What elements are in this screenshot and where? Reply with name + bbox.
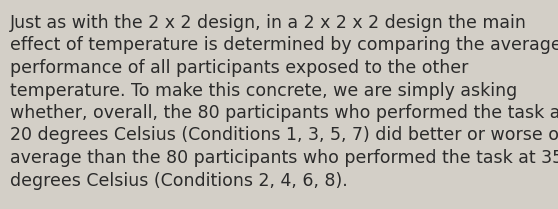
Text: 20 degrees Celsius (Conditions 1, 3, 5, 7) did better or worse on: 20 degrees Celsius (Conditions 1, 3, 5, … (10, 126, 558, 144)
Text: average than the 80 participants who performed the task at 35: average than the 80 participants who per… (10, 149, 558, 167)
Text: performance of all participants exposed to the other: performance of all participants exposed … (10, 59, 468, 77)
Text: effect of temperature is determined by comparing the average: effect of temperature is determined by c… (10, 37, 558, 55)
Text: Just as with the 2 x 2 design, in a 2 x 2 x 2 design the main: Just as with the 2 x 2 design, in a 2 x … (10, 14, 527, 32)
Text: degrees Celsius (Conditions 2, 4, 6, 8).: degrees Celsius (Conditions 2, 4, 6, 8). (10, 172, 348, 190)
Text: whether, overall, the 80 participants who performed the task at: whether, overall, the 80 participants wh… (10, 104, 558, 122)
Text: temperature. To make this concrete, we are simply asking: temperature. To make this concrete, we a… (10, 82, 517, 99)
